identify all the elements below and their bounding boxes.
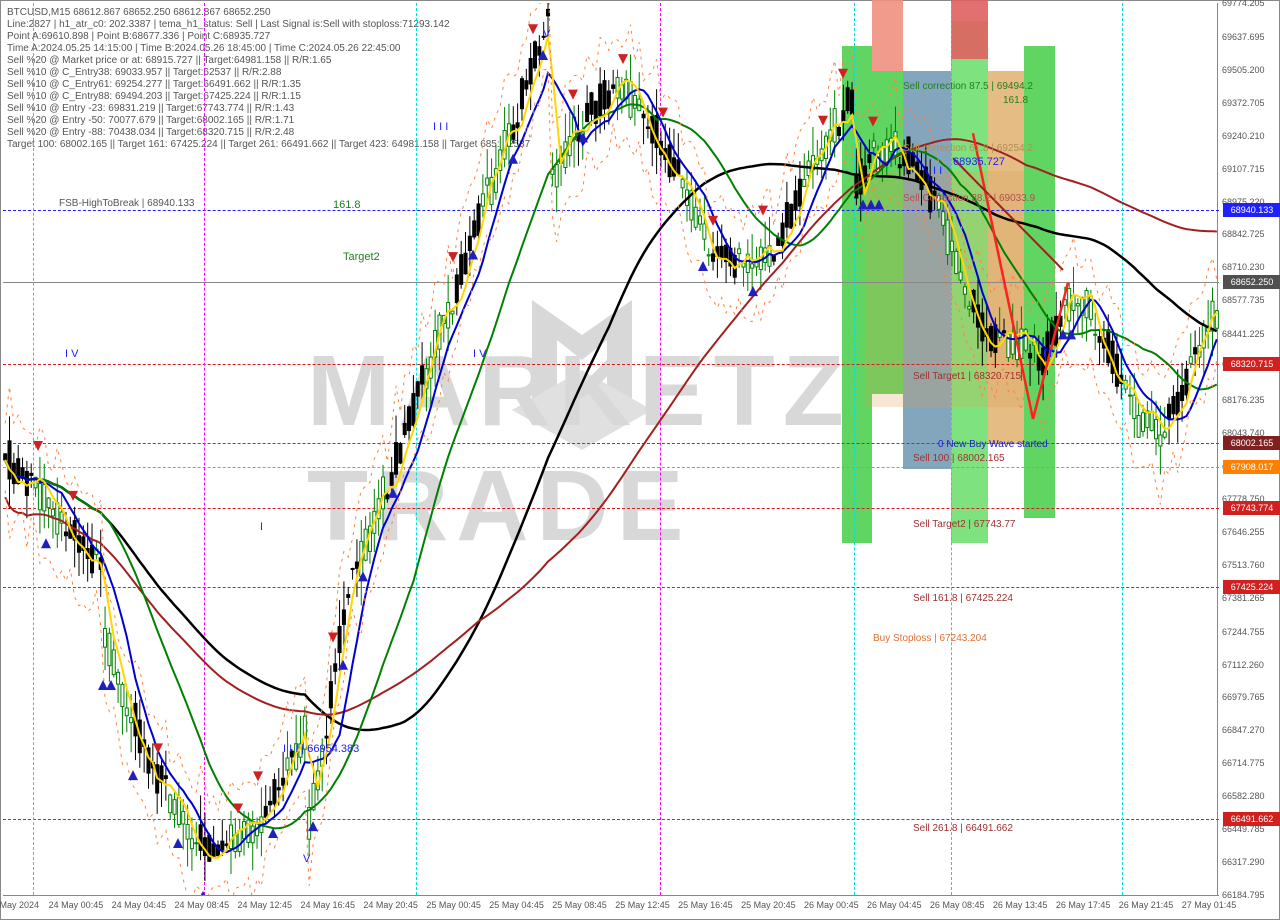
time-tick: 26 May 21:45 [1119, 900, 1174, 910]
price-axis-label: 67908.017 [1223, 460, 1280, 474]
time-axis: 23 May 2024 24 May 00:45 24 May 04:45 24 Ma… [3, 895, 1219, 919]
chart-annotation: I I I | 66954.383 [283, 743, 359, 755]
time-tick: 26 May 00:45 [804, 900, 859, 910]
price-tick: 68577.735 [1222, 295, 1265, 305]
chart-annotation: I V [473, 348, 486, 360]
price-tick: 68842.725 [1222, 229, 1265, 239]
price-axis-label: 68652.250 [1223, 275, 1280, 289]
price-tick: 67244.755 [1222, 627, 1265, 637]
chart-annotation: Sell 261.8 | 66491.662 [913, 823, 1013, 834]
price-axis-label: 67425.224 [1223, 580, 1280, 594]
time-tick: 25 May 04:45 [489, 900, 544, 910]
chart-annotation: I I I [1043, 348, 1058, 360]
price-axis-label: 68002.165 [1223, 436, 1280, 450]
price-tick: 69505.200 [1222, 65, 1265, 75]
chart-annotation: Target2 [343, 251, 380, 263]
time-tick: 24 May 04:45 [112, 900, 167, 910]
chart-annotation: Sell correction 87.5 | 69494.2 [903, 81, 1033, 92]
time-tick: 23 May 2024 [0, 900, 39, 910]
price-axis-label: 68940.133 [1223, 203, 1280, 217]
price-tick: 68176.235 [1222, 395, 1265, 405]
chart-annotation: Sell 100 | 68002.165 [913, 453, 1005, 464]
time-tick: 26 May 13:45 [993, 900, 1048, 910]
price-tick: 66184.795 [1222, 890, 1265, 900]
time-tick: 24 May 12:45 [238, 900, 293, 910]
chart-annotation: Sell Target1 | 68320.715 [913, 371, 1021, 382]
chart-annotation: Sell Correction 38.2 | 69033.9 [903, 193, 1035, 204]
price-tick: 69372.705 [1222, 98, 1265, 108]
chart-annotation: I V [65, 348, 78, 360]
chart-annotation: 161.8 [333, 199, 361, 211]
price-tick: 67646.255 [1222, 527, 1265, 537]
time-tick: 26 May 08:45 [930, 900, 985, 910]
chart-annotation: Sell Target2 | 67743.77 [913, 519, 1016, 530]
chart-annotation: V [543, 28, 550, 40]
chart-annotation: I I I [433, 121, 448, 133]
level-label: FSB-HighToBreak | 68940.133 [59, 198, 194, 209]
time-tick: 26 May 04:45 [867, 900, 922, 910]
chart-annotation: 68935.727 [953, 156, 1005, 168]
time-tick: 24 May 08:45 [175, 900, 230, 910]
price-tick: 67513.760 [1222, 560, 1265, 570]
chart-annotation: V [303, 853, 310, 865]
price-tick: 69774.205 [1222, 0, 1265, 8]
chart-annotation: 0 New Buy Wave started [938, 439, 1048, 450]
chart-annotation: 161.8 [1003, 95, 1028, 106]
price-tick: 68710.230 [1222, 262, 1265, 272]
time-tick: 24 May 16:45 [300, 900, 355, 910]
time-tick: 24 May 20:45 [363, 900, 418, 910]
chart-annotation: Sell correction 61.8 | 69254.2 [903, 143, 1033, 154]
price-tick: 69637.695 [1222, 32, 1265, 42]
price-tick: 67381.265 [1222, 593, 1265, 603]
chart-annotation: Buy Stoploss | 67243.204 [873, 633, 987, 644]
price-axis-label: 67743.774 [1223, 501, 1280, 515]
price-tick: 68441.225 [1222, 329, 1265, 339]
chart-annotation: I [260, 521, 263, 533]
price-tick: 67112.260 [1222, 660, 1264, 670]
chart-annotation: I I [933, 165, 942, 177]
time-tick: 25 May 16:45 [678, 900, 733, 910]
price-tick: 69107.715 [1222, 164, 1265, 174]
price-tick: 66979.765 [1222, 692, 1265, 702]
chart-container: MARKETZ TRADE FSB-HighToBreak | 68940.13… [0, 0, 1280, 920]
time-tick: 25 May 20:45 [741, 900, 796, 910]
price-tick: 69240.210 [1222, 131, 1265, 141]
price-axis-label: 66491.662 [1223, 812, 1280, 826]
price-tick: 66847.270 [1222, 725, 1265, 735]
time-tick: 24 May 00:45 [49, 900, 104, 910]
time-tick: 25 May 08:45 [552, 900, 607, 910]
time-tick: 25 May 12:45 [615, 900, 670, 910]
price-axis-label: 68320.715 [1223, 357, 1280, 371]
price-tick: 66317.290 [1222, 857, 1265, 867]
chart-plot-area[interactable]: MARKETZ TRADE FSB-HighToBreak | 68940.13… [3, 3, 1219, 895]
price-tick: 66582.280 [1222, 791, 1265, 801]
time-tick: 27 May 01:45 [1182, 900, 1237, 910]
chart-annotation: Sell 161.8 | 67425.224 [913, 593, 1013, 604]
price-tick: 66714.775 [1222, 758, 1265, 768]
time-tick: 26 May 17:45 [1056, 900, 1111, 910]
time-tick: 25 May 00:45 [426, 900, 481, 910]
